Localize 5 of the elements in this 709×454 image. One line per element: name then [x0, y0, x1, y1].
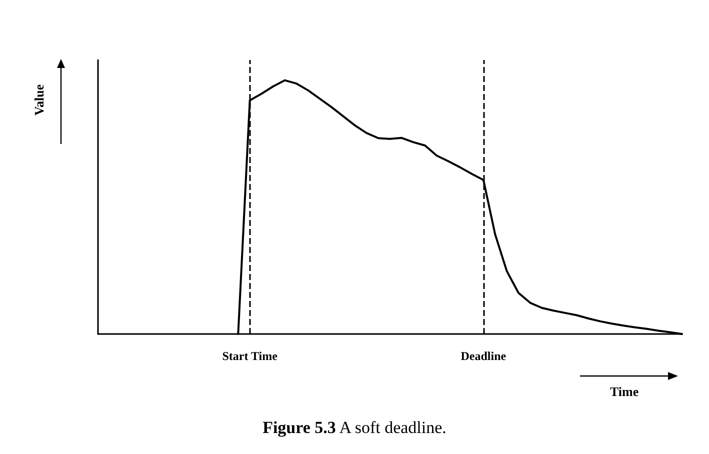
text: Figure 5.3 A soft deadline. [262, 418, 448, 438]
x-tick-label: Deadline [460, 349, 507, 363]
y-axis-title: Value [32, 84, 48, 116]
x-tick-label: Start Time [222, 349, 278, 363]
x-axis-title: Time [610, 384, 639, 400]
